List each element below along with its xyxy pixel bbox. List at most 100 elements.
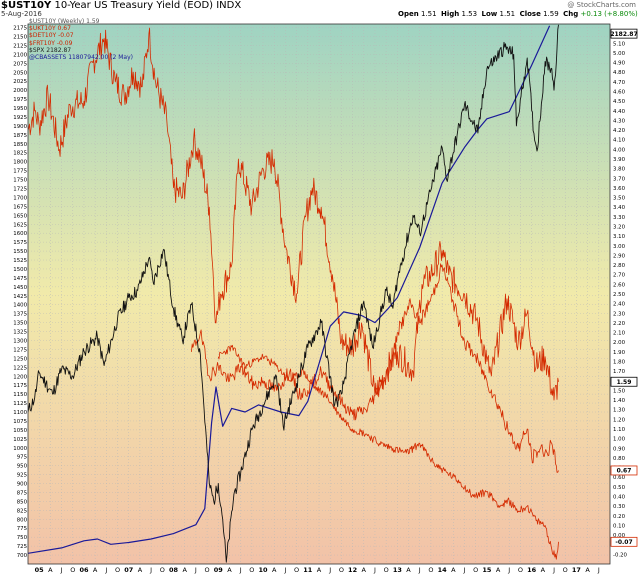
right-tick-label: 2.60 [613,282,626,288]
right-tick-label: 0.10 [613,523,626,529]
x-tick-label: O [205,566,210,574]
right-axis: -0.20-0.100.000.100.200.300.400.500.600.… [613,32,628,559]
x-tick-label: O [160,566,165,574]
x-tick-label: 14 [438,566,448,574]
x-tick-label: J [597,566,600,574]
x-tick-label: A [317,566,322,574]
x-tick-label: O [518,566,523,574]
right-tick-label: 3.40 [613,205,626,211]
chg-label: Chg [563,10,579,18]
left-tick-label: 850 [17,499,28,505]
legend-item: $DET10Y -0.07 [29,32,74,40]
left-tick-label: 900 [17,482,28,488]
x-tick-label: A [93,566,98,574]
x-tick-label: 16 [527,566,537,574]
left-tick-label: 1675 [13,204,27,210]
right-tick-label: 4.00 [613,147,626,153]
left-tick-label: 1025 [13,437,27,443]
right-tick-label: 3.00 [613,244,626,250]
right-tick-label: 4.20 [613,128,626,134]
x-tick-label: 05 [35,566,45,574]
x-tick-label: J [463,566,466,574]
left-tick-label: 1325 [13,330,27,336]
right-tick-label: 2.70 [613,273,626,279]
left-tick-label: 1700 [13,195,27,201]
x-tick-label: A [138,566,143,574]
x-tick-label: O [384,566,389,574]
left-tick-label: 1275 [13,347,27,353]
left-tick-label: 1075 [13,419,27,425]
end-label-ust10y: 1.59 [610,376,638,387]
left-tick-label: 1650 [13,213,27,219]
end-label-spx: 2182.87 [610,28,638,39]
title-text: 10-Year US Treasury Yield (EOD) [54,0,214,11]
right-tick-label: 2.20 [613,321,626,327]
left-tick-label: 1375 [13,312,27,318]
close-label: Close [519,10,541,18]
left-tick-label: 1450 [13,285,27,291]
right-tick-label: -0.20 [613,552,628,558]
left-tick-label: 2050 [13,70,27,76]
x-tick-label: A [48,566,53,574]
x-tick-label: J [194,566,197,574]
high-value: 1.53 [461,10,478,18]
left-tick-label: 2100 [13,52,27,58]
x-tick-label: O [473,566,478,574]
x-tick-label: J [552,566,555,574]
left-tick-label: 925 [17,473,27,479]
right-tick-label: 4.10 [613,138,626,144]
left-tick-label: 1300 [13,338,27,344]
right-tick-label: 3.80 [613,167,626,173]
x-tick-label: A [541,566,546,574]
left-tick-label: 1125 [13,401,27,407]
left-tick-label: 1925 [13,115,27,121]
left-tick-label: 750 [17,535,28,541]
right-tick-label: 1.10 [613,427,626,433]
left-tick-label: 1625 [13,222,27,228]
x-tick-label: O [249,566,254,574]
open-value: 1.51 [420,10,437,18]
left-tick-label: 2025 [13,79,27,85]
right-tick-label: 3.50 [613,196,626,202]
left-tick-label: 1200 [13,374,27,380]
left-tick-label: 2075 [13,61,27,67]
left-tick-label: 1600 [13,231,27,237]
left-tick-label: 700 [17,553,28,559]
right-tick-label: 4.90 [613,61,626,67]
left-tick-label: 1550 [13,249,27,255]
end-labels: 2182.87 1.59 0.67 -0.07 [610,28,638,547]
x-tick-label: J [104,566,107,574]
x-tick-label: O [115,566,120,574]
legend-item: $FRT10Y -0.09 [29,39,73,47]
right-tick-label: 1.20 [613,417,626,423]
left-tick-label: 1500 [13,267,27,273]
left-tick-label: 775 [17,526,27,532]
series-line-spx [28,24,559,563]
right-tick-label: 5.00 [613,51,626,57]
left-tick-label: 1250 [13,356,27,362]
left-tick-label: 1900 [13,124,27,130]
right-tick-label: 5.10 [613,41,626,47]
right-tick-label: 3.90 [613,157,626,163]
close-value: 1.59 [543,10,559,18]
x-tick-label: J [60,566,63,574]
left-tick-label: 800 [17,517,28,523]
x-tick-label: 12 [348,566,357,574]
legend-item: @CBASSETS 11807942.00 (2 May) [29,54,133,61]
legend-item: $UKT10Y 0.67 [29,25,71,33]
left-tick-label: 1475 [13,276,27,282]
x-tick-label: A [496,566,501,574]
low-label: Low [481,10,498,18]
legend-item: $SPX 2182.87 [29,46,72,54]
right-tick-label: 4.40 [613,109,626,115]
x-tick-label: A [362,566,367,574]
right-tick-label: 1.70 [613,369,626,375]
left-tick-label: 1225 [13,365,27,371]
x-tick-label: J [283,566,286,574]
left-tick-label: 1175 [13,383,27,389]
symbol: $UST10Y [1,0,52,11]
right-tick-label: 0.20 [613,514,626,520]
x-tick-label: J [149,566,152,574]
right-tick-label: 0.80 [613,456,626,462]
